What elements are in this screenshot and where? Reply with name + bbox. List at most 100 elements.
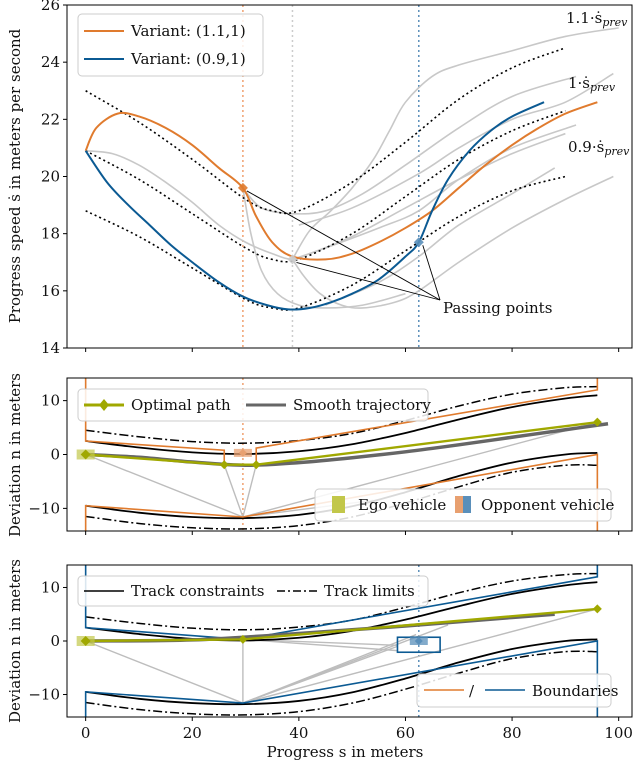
- y-tick-label: 0: [50, 632, 60, 650]
- top-panel-speed-plot: 14 16 18 20 22 24 26 Progress speed ṡ in meter…: [6, 0, 633, 357]
- graph-edge: [242, 608, 598, 704]
- candidate-speed-curve: [325, 167, 556, 306]
- legend-label-optimal-path: Optimal path: [131, 396, 231, 414]
- annotation-1.1-sprev-sub: prev: [602, 16, 628, 29]
- legend-swatch-opponent-blue: [463, 496, 471, 513]
- ego-vehicle-center: [80, 636, 91, 646]
- y-tick-label: 24: [41, 53, 60, 71]
- bottom-legend-track: Track constraints Track limits: [77, 575, 429, 607]
- series-line-variant-1.1: [84, 101, 598, 261]
- graph-edge: [85, 640, 244, 704]
- middle-y-axis-label: Deviation n in meters: [6, 373, 24, 537]
- x-tick-label: 80: [503, 724, 522, 742]
- bottom-legend-track-box: [77, 575, 429, 607]
- top-x-ticks: [85, 348, 620, 352]
- ego-vehicle-center: [80, 449, 91, 460]
- top-y-ticks: 14 16 18 20 22 24 26: [41, 0, 67, 357]
- x-tick-label: 60: [396, 724, 415, 742]
- legend-label-opponent-vehicle: Opponent vehicle: [481, 496, 615, 514]
- optimal-path-node: [592, 417, 602, 427]
- opponent-vehicle-center: [238, 448, 247, 457]
- y-tick-label: −10: [28, 499, 60, 517]
- annotation-0.9-sprev: 0.9·ṡprev: [568, 138, 630, 158]
- optimal-path-node: [251, 460, 261, 470]
- y-tick-label: −10: [28, 686, 60, 704]
- graph-edge: [223, 464, 244, 518]
- annotation-1-sprev-sub: prev: [590, 81, 616, 94]
- annotation-1.1-sprev: 1.1·ṡprev: [566, 9, 628, 29]
- bottom-panel-deviation-plot: −10 0 10 0 20 40 60 80 100 Deviation n in meter…: [6, 559, 633, 761]
- legend-swatch-ego-vehicle: [332, 496, 345, 513]
- legend-label-boundaries: Boundaries: [532, 682, 618, 700]
- top-plot-area: [84, 5, 619, 348]
- annotation-1-sprev-main: 1·ṡ: [568, 74, 590, 92]
- middle-legend-paths: Optimal path Smooth trajectory: [77, 388, 431, 422]
- boundary-lower: [84, 453, 599, 531]
- bottom-legend-boundaries: / Boundaries: [416, 673, 618, 708]
- top-plot-clip-group: [84, 5, 619, 348]
- graph-edge: [242, 421, 598, 518]
- passing-point-arrow: [246, 190, 441, 301]
- bottom-y-axis-label: Deviation n in meters: [6, 559, 24, 723]
- legend-label-track-limits: Track limits: [324, 582, 415, 600]
- legend-label-smooth-trajectory: Smooth trajectory: [293, 396, 431, 414]
- top-y-axis-label: Progress speed ṡ in meters per second: [6, 28, 24, 323]
- legend-label-slash: /: [469, 682, 475, 700]
- track-limits-upper: [85, 385, 598, 444]
- optimal-path-node: [219, 460, 229, 470]
- annotation-0.9-sprev-sub: prev: [604, 145, 630, 158]
- graph-edge: [242, 638, 398, 652]
- y-tick-label: 16: [41, 282, 60, 300]
- candidate-speed-curve: [85, 132, 566, 261]
- y-tick-label: 20: [41, 168, 60, 186]
- track-limits-lower: [85, 650, 598, 716]
- optimal-path-line: [85, 420, 598, 466]
- legend-label-variant-0.9: Variant: (0.9,1): [130, 50, 246, 68]
- legend-label-ego-vehicle: Ego vehicle: [358, 496, 446, 514]
- middle-x-ticks: [85, 531, 620, 535]
- x-tick-label: 100: [604, 724, 633, 742]
- y-tick-label: 10: [41, 392, 60, 410]
- boundary-lower: [84, 640, 599, 717]
- annotation-passing-points: Passing points: [443, 299, 552, 317]
- candidate-speed-curve: [242, 187, 406, 309]
- passing-point-marker: [413, 237, 424, 248]
- candidate-speed-curve: [291, 175, 614, 309]
- legend-marker-optimal-path: [99, 399, 109, 411]
- legend-swatch-opponent-orange: [455, 496, 463, 513]
- candidate-speed-curve: [291, 27, 619, 260]
- middle-panel-deviation-plot: −10 0 10 Deviation n in meters Optimal pat…: [6, 373, 633, 537]
- y-tick-label: 14: [41, 339, 60, 357]
- track-constraints-lower: [85, 638, 598, 706]
- x-tick-label: 0: [81, 724, 91, 742]
- passing-point-arrow: [296, 261, 441, 301]
- legend-label-variant-1.1: Variant: (1.1,1): [130, 22, 246, 40]
- candidate-speed-curve: [292, 124, 577, 261]
- y-tick-label: 10: [41, 578, 60, 596]
- graph-edge: [85, 453, 244, 518]
- y-tick-label: 0: [50, 446, 60, 464]
- top-legend: Variant: (1.1,1) Variant: (0.9,1): [77, 13, 264, 77]
- top-legend-box: [77, 13, 264, 77]
- middle-legend-vehicles: Ego vehicle Opponent vehicle: [314, 488, 615, 522]
- x-axis-label: Progress s in meters: [267, 743, 424, 761]
- optimal-path-node: [592, 604, 602, 614]
- series-line-variant-0.9: [84, 101, 545, 311]
- bottom-y-ticks: −10 0 10: [28, 578, 67, 704]
- passing-point-marker: [287, 254, 298, 265]
- reference-speed-curve: [85, 175, 566, 311]
- annotation-1-sprev: 1·ṡprev: [568, 74, 616, 94]
- opponent-vehicle-center: [414, 637, 423, 645]
- bottom-x-ticks: 0 20 40 60 80 100: [81, 717, 633, 742]
- middle-y-ticks: −10 0 10: [28, 392, 67, 517]
- graph-edge: [242, 464, 257, 518]
- legend-label-track-constraints: Track constraints: [131, 582, 265, 600]
- candidate-speed-curve: [298, 72, 614, 226]
- y-tick-label: 18: [41, 225, 60, 243]
- x-tick-label: 20: [183, 724, 202, 742]
- annotation-0.9-sprev-main: 0.9·ṡ: [568, 138, 604, 156]
- passing-point-marker: [237, 182, 248, 193]
- annotation-1.1-sprev-main: 1.1·ṡ: [566, 9, 602, 27]
- y-tick-label: 22: [41, 110, 60, 128]
